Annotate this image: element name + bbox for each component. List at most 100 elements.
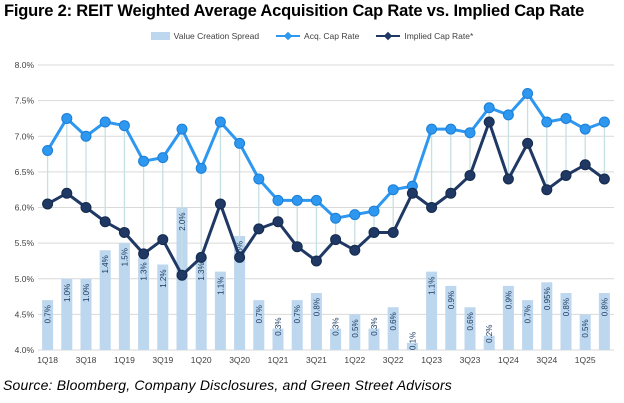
implied-cap-rate-point bbox=[253, 223, 265, 235]
acq-cap-rate-point bbox=[426, 123, 438, 135]
legend-label: Implied Cap Rate* bbox=[404, 31, 474, 41]
implied-cap-rate-point bbox=[502, 173, 514, 185]
acq-cap-rate-point bbox=[138, 155, 150, 167]
y-tick-label: 7.0% bbox=[15, 131, 35, 141]
acq-cap-rate-point bbox=[579, 123, 591, 135]
spread-data-label: 0.9% bbox=[504, 291, 513, 309]
spread-data-label: 1.3% bbox=[197, 262, 206, 280]
value-creation-spread-bar bbox=[560, 293, 572, 350]
x-tick-label: 1Q24 bbox=[498, 355, 519, 365]
implied-cap-rate-point bbox=[272, 216, 284, 228]
acq-cap-rate-point bbox=[99, 116, 111, 128]
spread-data-label: 2.0% bbox=[178, 213, 187, 231]
implied-cap-rate-point bbox=[330, 234, 342, 246]
spread-data-label: 0.6% bbox=[389, 312, 398, 330]
implied-cap-rate-point bbox=[195, 251, 207, 263]
spread-data-label: 1.0% bbox=[63, 284, 72, 302]
acq-cap-rate-point bbox=[272, 194, 284, 206]
acq-cap-rate-point bbox=[522, 88, 534, 99]
implied-cap-rate-point bbox=[464, 169, 476, 181]
value-creation-spread-bar bbox=[541, 282, 553, 350]
source-attribution: Source: Bloomberg, Company Disclosures, … bbox=[3, 377, 453, 393]
acq-cap-rate-point bbox=[80, 130, 92, 142]
spread-data-label: 1.5% bbox=[120, 248, 129, 266]
y-tick-label: 4.0% bbox=[15, 345, 35, 355]
spread-data-label: 0.8% bbox=[600, 298, 609, 316]
bar-swatch-icon bbox=[150, 32, 170, 40]
value-creation-spread-bar bbox=[502, 285, 514, 350]
implied-cap-rate-point bbox=[310, 255, 322, 267]
acq-cap-rate-point bbox=[176, 123, 188, 135]
acq-cap-rate-point bbox=[253, 173, 265, 185]
acq-cap-rate-point bbox=[310, 194, 322, 206]
value-creation-spread-bar bbox=[291, 300, 303, 350]
x-tick-label: 1Q20 bbox=[191, 355, 212, 365]
implied-cap-rate-point bbox=[406, 187, 418, 199]
implied-cap-rate-point bbox=[176, 269, 188, 281]
implied-cap-rate-point bbox=[368, 226, 380, 238]
spread-data-label: 1.1% bbox=[428, 277, 437, 295]
spread-data-label: 1.0% bbox=[82, 284, 91, 302]
value-creation-spread-bar bbox=[368, 328, 380, 350]
spread-data-label: 1.4% bbox=[101, 255, 110, 273]
spread-data-label: 0.7% bbox=[255, 305, 264, 323]
x-tick-label: 1Q18 bbox=[37, 355, 58, 365]
cap-rate-chart: 8.0% 7.5% 7.0% 6.5% 6.0% 5.5% 5.0% 4.5% 4.0% 0.7%… bbox=[15, 60, 614, 365]
implied-cap-rate-point bbox=[387, 226, 399, 238]
implied-cap-rate-point bbox=[99, 216, 111, 228]
value-creation-spread-bar bbox=[272, 328, 284, 350]
value-creation-spread-bar bbox=[214, 271, 226, 350]
value-creation-spread-bar bbox=[330, 328, 342, 350]
spread-data-label: 0.1% bbox=[408, 332, 417, 350]
acq-cap-rate-point bbox=[214, 116, 226, 128]
value-creation-spread-bar bbox=[522, 300, 534, 350]
spread-data-label: 0.9% bbox=[447, 291, 456, 309]
spread-data-label: 0.7% bbox=[44, 305, 53, 323]
x-tick-label: 1Q23 bbox=[421, 355, 442, 365]
acq-cap-rate-point bbox=[541, 116, 553, 128]
acq-cap-rate-point bbox=[483, 102, 495, 114]
legend-item-value-creation-spread: Value Creation Spread bbox=[150, 31, 260, 41]
implied-cap-rate-point bbox=[291, 241, 303, 253]
spread-data-label: 1.1% bbox=[216, 277, 225, 295]
x-tick-label: 3Q24 bbox=[536, 355, 557, 365]
spread-data-label: 0.2% bbox=[485, 325, 494, 343]
implied-cap-rate-point bbox=[349, 244, 361, 256]
value-creation-spread-bar bbox=[349, 314, 361, 350]
implied-cap-rate-point bbox=[445, 187, 457, 199]
spread-data-label: 0.7% bbox=[524, 305, 533, 323]
value-creation-spread-bar bbox=[253, 300, 265, 350]
spread-data-label: 0.3% bbox=[370, 318, 379, 336]
implied-cap-rate-point bbox=[541, 184, 553, 196]
spread-data-label: 0.8% bbox=[562, 298, 571, 316]
acq-cap-rate-point bbox=[195, 162, 207, 174]
value-creation-spread-bar bbox=[138, 257, 150, 350]
legend-item-implied-cap-rate: Implied Cap Rate* bbox=[376, 31, 473, 41]
value-creation-spread-bar bbox=[445, 285, 457, 350]
acq-cap-rate-point bbox=[61, 112, 73, 124]
value-creation-spread-bar bbox=[195, 257, 207, 350]
acq-cap-rate-point bbox=[598, 116, 610, 128]
y-tick-label: 8.0% bbox=[15, 60, 35, 70]
y-tick-label: 5.0% bbox=[15, 274, 35, 284]
spread-data-label: 0.3% bbox=[332, 318, 341, 336]
implied-cap-rate-line bbox=[46, 120, 606, 277]
value-creation-spread-bar bbox=[387, 307, 399, 350]
value-creation-spread-bar bbox=[426, 271, 438, 350]
value-creation-spread-bar bbox=[464, 307, 476, 350]
x-tick-label: 3Q23 bbox=[460, 355, 481, 365]
implied-cap-rate-point bbox=[61, 187, 73, 199]
spread-data-label: 0.8% bbox=[312, 298, 321, 316]
value-creation-spread-bar bbox=[483, 335, 495, 350]
spread-data-label: 0.7% bbox=[293, 305, 302, 323]
legend-label: Value Creation Spread bbox=[173, 31, 260, 41]
spread-data-label: 1.3% bbox=[140, 262, 149, 280]
value-creation-spread-bar bbox=[118, 243, 130, 350]
x-tick-label: 1Q21 bbox=[268, 355, 289, 365]
implied-cap-rate-point bbox=[138, 248, 150, 260]
acq-cap-rate-point bbox=[291, 194, 303, 206]
y-tick-label: 5.5% bbox=[15, 238, 35, 248]
spread-data-label: 0.6% bbox=[466, 312, 475, 330]
value-creation-spread-bar bbox=[598, 293, 610, 350]
